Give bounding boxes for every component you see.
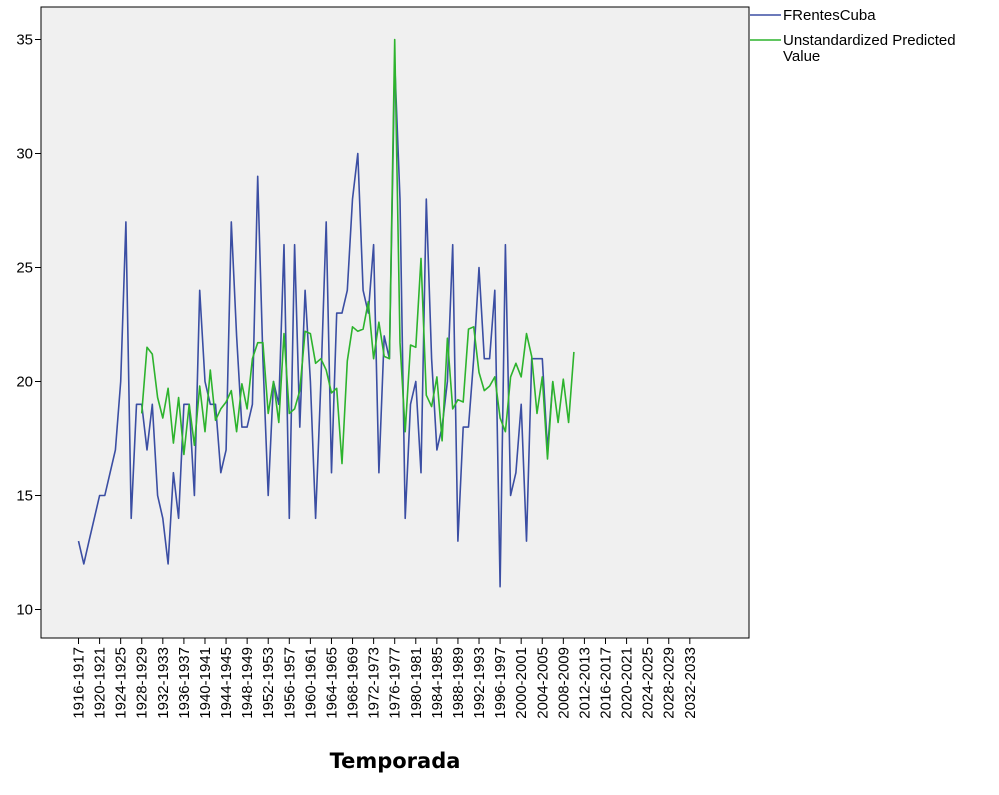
y-tick-label: 10 (16, 602, 33, 619)
legend-label: Unstandardized Predicted Value (783, 32, 956, 65)
x-tick-label: 2000-2001 (513, 647, 530, 719)
y-tick-label: 35 (16, 32, 33, 49)
x-tick-label: 1936-1937 (176, 647, 193, 719)
x-tick-label: 1916-1917 (71, 647, 88, 719)
y-axis: 10 15 20 25 30 35 (16, 32, 41, 619)
y-tick-label: 15 (16, 488, 33, 505)
series-line-predicted (140, 38, 575, 465)
x-tick-label: 1952-1953 (260, 647, 277, 719)
x-tick-label: 1956-1957 (281, 647, 298, 719)
x-tick-label: 1924-1925 (113, 647, 130, 719)
legend: FRentesCuba Unstandardized Predicted Value (750, 7, 956, 65)
x-tick-label: 2012-2013 (576, 647, 593, 719)
x-tick-label: 1968-1969 (345, 647, 362, 719)
x-tick-label: 1980-1981 (408, 647, 425, 719)
x-tick-label: 1964-1965 (323, 647, 340, 719)
x-tick-label: 1988-1989 (450, 647, 467, 719)
x-tick-label: 1944-1945 (218, 647, 235, 719)
x-tick-label: 2008-2009 (555, 647, 572, 719)
x-tick-label: 2020-2021 (619, 647, 636, 719)
x-tick-label: 1920-1921 (92, 647, 109, 719)
x-tick-label: 1948-1949 (239, 647, 256, 719)
series-line-frentescuba (77, 61, 554, 588)
x-tick-label: 1928-1929 (134, 647, 151, 719)
x-tick-label: 1992-1993 (471, 647, 488, 719)
x-tick-label: 2024-2025 (640, 647, 657, 719)
y-tick-label: 25 (16, 260, 33, 277)
x-tick-label: 1996-1997 (492, 647, 509, 719)
y-tick-label: 20 (16, 374, 33, 391)
x-tick-label: 1972-1973 (366, 647, 383, 719)
x-tick-label: 1940-1941 (197, 647, 214, 719)
series-layer (77, 38, 575, 588)
x-tick-label: 2016-2017 (598, 647, 615, 719)
y-tick-label: 30 (16, 146, 33, 163)
x-tick-label: 2028-2029 (661, 647, 678, 719)
legend-label: FRentesCuba (783, 7, 876, 24)
x-axis-title: Temporada (330, 749, 461, 773)
plot-area (40, 6, 750, 639)
x-tick-label: 1960-1961 (302, 647, 319, 719)
x-tick-label: 2004-2005 (534, 647, 551, 719)
x-tick-label: 1984-1985 (429, 647, 446, 719)
x-tick-label: 1932-1933 (155, 647, 172, 719)
x-tick-label: 1976-1977 (387, 647, 404, 719)
x-axis: 1916-1917 1920-1921 1924-1925 1928-1929 1932… (71, 638, 699, 719)
x-tick-label: 2032-2033 (682, 647, 699, 719)
